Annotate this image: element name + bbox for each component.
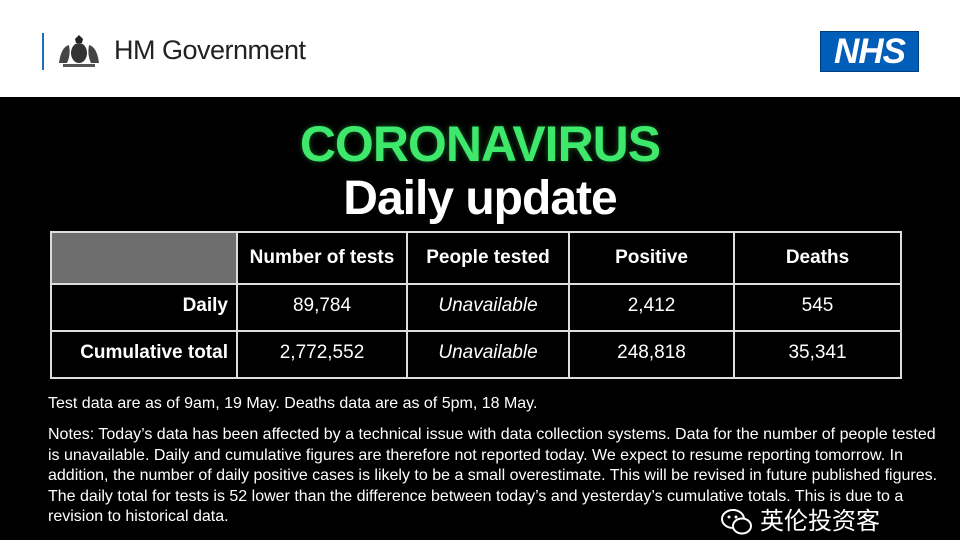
stats-table: Number of tests People tested Positive D… [50,231,902,379]
notes-paragraph: Notes: Today’s data has been affected by… [48,426,938,525]
cell-tests: 2,772,552 [236,330,408,379]
hm-government-logo-text: HM Government [114,35,306,65]
cell-tests: 89,784 [236,283,408,332]
data-timing-note: Test data are as of 9am, 19 May. Deaths … [48,395,538,412]
cell-people-tested: Unavailable [406,330,570,379]
nhs-logo: NHS [820,31,919,72]
table-header-row: Number of tests People tested Positive D… [50,231,902,285]
gov-divider [42,33,44,70]
royal-crest-icon [59,35,99,67]
cell-people-tested: Unavailable [406,283,570,332]
col-deaths: Deaths [733,231,902,285]
row-label: Cumulative total [50,330,238,379]
wechat-icon [721,509,752,535]
title-coronavirus: CORONAVIRUS [299,116,661,172]
watermark: 英伦投资客 [720,507,880,537]
cell-positive: 2,412 [568,283,735,332]
cell-positive: 248,818 [568,330,735,379]
col-people-tested: People tested [406,231,570,285]
table-row: Cumulative total 2,772,552 Unavailable 2… [50,330,902,379]
row-label: Daily [50,283,238,332]
watermark-text: 英伦投资客 [760,508,880,535]
header: HM Government NHS [0,0,960,97]
title-daily-update: Daily update [343,172,617,225]
col-number-of-tests: Number of tests [236,231,408,285]
cell-deaths: 545 [733,283,902,332]
cell-deaths: 35,341 [733,330,902,379]
col-positive: Positive [568,231,735,285]
table-row: Daily 89,784 Unavailable 2,412 545 [50,283,902,332]
header-blank-cell [50,231,238,285]
